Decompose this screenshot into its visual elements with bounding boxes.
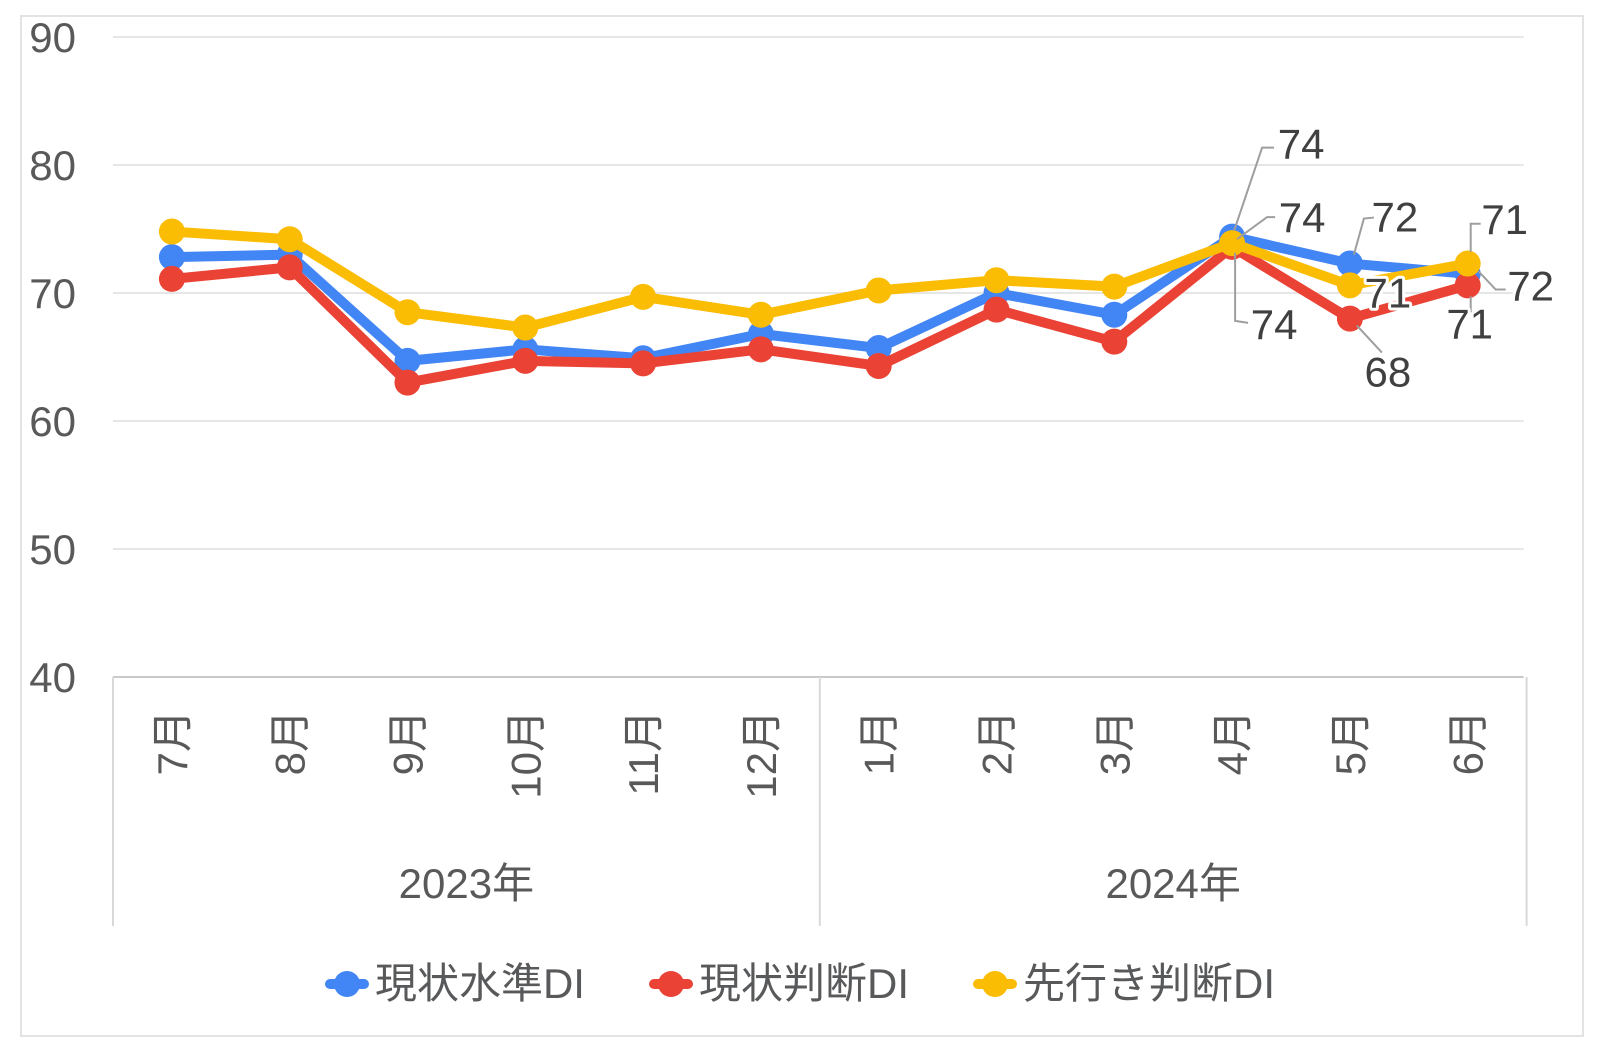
leader-line <box>1469 222 1481 252</box>
legend-dot-icon <box>657 971 684 997</box>
data-point <box>158 244 185 271</box>
x-tick-label: 4月 <box>1209 710 1256 775</box>
legend-label: 現状判断DI <box>698 960 909 1007</box>
leader-line <box>1236 216 1276 240</box>
data-point <box>394 347 421 374</box>
data-point <box>394 369 421 396</box>
y-tick-label: 50 <box>29 526 76 573</box>
annotation-label: 74 <box>1279 194 1326 241</box>
leader-line <box>1233 146 1275 231</box>
data-point <box>512 347 539 374</box>
y-tick-label: 90 <box>29 14 76 61</box>
data-point <box>1101 273 1128 300</box>
legend-marker-icon <box>973 971 1017 997</box>
data-point <box>158 218 185 245</box>
legend-item-1: 現状判断DI <box>648 960 909 1007</box>
x-tick-label: 12月 <box>738 710 785 799</box>
data-point <box>512 314 539 341</box>
legend-marker-icon <box>324 971 369 997</box>
data-point <box>983 267 1010 294</box>
x-tick-label: 7月 <box>149 710 196 775</box>
annotation-label: 74 <box>1278 121 1325 168</box>
year-label: 2024年 <box>1105 860 1240 907</box>
y-tick-label: 40 <box>29 654 76 701</box>
data-point <box>1336 250 1363 277</box>
data-point <box>1219 230 1246 257</box>
data-point <box>630 350 657 377</box>
data-point <box>865 277 892 304</box>
leader-line <box>1234 252 1249 324</box>
annotation-label: 74 <box>1251 301 1298 348</box>
series-line-0 <box>166 231 1473 366</box>
series-line-1 <box>166 241 1473 388</box>
legend-label: 先行き判断DI <box>1023 960 1276 1007</box>
leader-line <box>1356 324 1383 354</box>
data-point <box>865 335 892 362</box>
data-point <box>276 226 303 253</box>
x-tick-label: 6月 <box>1445 710 1492 775</box>
chart-legend: 現状水準DI 現状判断DI 先行き判断DI <box>0 963 1600 1005</box>
data-point <box>865 352 892 379</box>
annotation-label: 71 <box>1446 300 1493 347</box>
annotation-label: 71 <box>1365 269 1412 316</box>
data-point <box>1336 272 1363 299</box>
x-tick-label: 5月 <box>1327 710 1374 775</box>
leader-line <box>1352 216 1374 255</box>
legend-dot-icon <box>333 971 360 997</box>
data-point <box>1101 328 1128 355</box>
data-point <box>394 299 421 326</box>
chart-outer-border <box>20 15 1584 1037</box>
data-point <box>1101 301 1128 328</box>
x-tick-label: 2月 <box>974 710 1021 775</box>
year-label: 2023年 <box>399 860 534 907</box>
annotation-label: 72 <box>1372 194 1419 241</box>
data-point <box>747 301 774 328</box>
annotation-label: 72 <box>1507 263 1554 310</box>
annotation-label: 71 <box>1481 196 1528 243</box>
data-point <box>158 265 185 292</box>
legend-item-2: 先行き判断DI <box>973 963 1275 1005</box>
data-point <box>1454 272 1481 299</box>
data-point <box>1336 305 1363 332</box>
data-point <box>630 283 657 310</box>
legend-dot-icon <box>982 971 1008 997</box>
x-tick-label: 8月 <box>267 710 314 775</box>
legend-item-0: 現状水準DI <box>324 960 585 1007</box>
series-line-2 <box>166 226 1473 333</box>
x-tick-label: 11月 <box>620 710 667 796</box>
data-point <box>1454 250 1481 277</box>
legend-marker-icon <box>648 971 693 997</box>
leader-line <box>1477 270 1506 291</box>
y-tick-label: 70 <box>29 270 76 317</box>
x-tick-label: 9月 <box>385 710 432 775</box>
x-tick-label: 10月 <box>502 710 549 799</box>
data-point <box>747 336 774 363</box>
y-tick-label: 60 <box>29 398 76 445</box>
annotation-label: 68 <box>1365 349 1412 396</box>
data-point <box>983 296 1010 323</box>
x-tick-label: 3月 <box>1091 710 1138 775</box>
legend-label: 現状水準DI <box>374 960 585 1007</box>
data-point <box>276 254 303 281</box>
y-tick-label: 80 <box>29 142 76 189</box>
x-tick-label: 1月 <box>856 710 903 775</box>
